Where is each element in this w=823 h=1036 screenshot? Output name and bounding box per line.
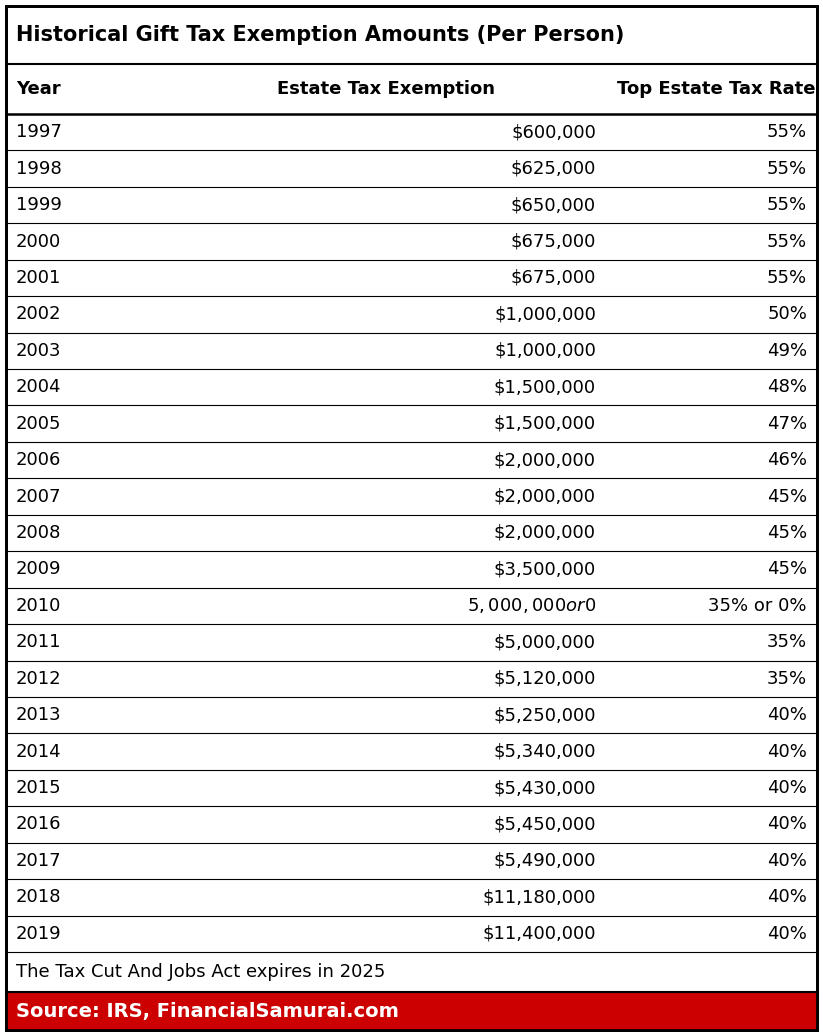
Text: 2005: 2005 [16,414,62,433]
Text: 1998: 1998 [16,160,62,177]
Text: 2001: 2001 [16,269,62,287]
Text: $5,120,000: $5,120,000 [494,669,596,688]
Text: 55%: 55% [767,123,807,141]
Text: $2,000,000: $2,000,000 [494,488,596,506]
FancyBboxPatch shape [6,6,817,1030]
Text: Source: IRS, FinancialSamurai.com: Source: IRS, FinancialSamurai.com [16,1002,399,1020]
Text: 35%: 35% [767,633,807,652]
Text: $1,500,000: $1,500,000 [494,378,596,396]
Text: 2019: 2019 [16,925,62,943]
Text: 2016: 2016 [16,815,62,834]
Text: 45%: 45% [767,524,807,542]
Text: 1997: 1997 [16,123,62,141]
Text: 2017: 2017 [16,852,62,870]
Text: 40%: 40% [767,779,807,797]
Text: 47%: 47% [767,414,807,433]
Text: 2002: 2002 [16,306,62,323]
Text: 45%: 45% [767,488,807,506]
Text: 2012: 2012 [16,669,62,688]
Text: 2000: 2000 [16,232,61,251]
Text: 2009: 2009 [16,560,62,578]
Text: $11,180,000: $11,180,000 [482,888,596,906]
Text: 2011: 2011 [16,633,62,652]
Text: 40%: 40% [767,852,807,870]
Text: 40%: 40% [767,743,807,760]
Text: $1,500,000: $1,500,000 [494,414,596,433]
Text: 46%: 46% [767,451,807,469]
Text: 2003: 2003 [16,342,62,359]
Text: $1,000,000: $1,000,000 [494,342,596,359]
Text: 40%: 40% [767,707,807,724]
Text: $5,490,000: $5,490,000 [494,852,596,870]
Text: 2006: 2006 [16,451,62,469]
Text: 48%: 48% [767,378,807,396]
Text: 55%: 55% [767,196,807,214]
Text: 55%: 55% [767,269,807,287]
FancyBboxPatch shape [6,992,817,1030]
Text: 35% or 0%: 35% or 0% [709,597,807,615]
Text: $1,000,000: $1,000,000 [494,306,596,323]
Text: $675,000: $675,000 [510,232,596,251]
Text: $11,400,000: $11,400,000 [482,925,596,943]
Text: 2004: 2004 [16,378,62,396]
Text: 1999: 1999 [16,196,62,214]
Text: 2015: 2015 [16,779,62,797]
Text: 2010: 2010 [16,597,62,615]
Text: Top Estate Tax Rate: Top Estate Tax Rate [617,80,816,98]
Text: 2013: 2013 [16,707,62,724]
Text: 55%: 55% [767,160,807,177]
Text: $650,000: $650,000 [511,196,596,214]
Text: $5,000,000: $5,000,000 [494,633,596,652]
Text: $5,430,000: $5,430,000 [494,779,596,797]
Text: 50%: 50% [767,306,807,323]
Text: $675,000: $675,000 [510,269,596,287]
Text: $5,000,000 or $0: $5,000,000 or $0 [467,597,596,615]
Text: Historical Gift Tax Exemption Amounts (Per Person): Historical Gift Tax Exemption Amounts (P… [16,25,625,45]
Text: $625,000: $625,000 [510,160,596,177]
Text: 40%: 40% [767,815,807,834]
Text: $5,340,000: $5,340,000 [494,743,596,760]
Text: 2018: 2018 [16,888,62,906]
Text: Estate Tax Exemption: Estate Tax Exemption [277,80,495,98]
Text: $600,000: $600,000 [511,123,596,141]
Text: 2007: 2007 [16,488,62,506]
Text: $2,000,000: $2,000,000 [494,524,596,542]
Text: Year: Year [16,80,61,98]
Text: $5,250,000: $5,250,000 [494,707,596,724]
Text: 2008: 2008 [16,524,62,542]
Text: 55%: 55% [767,232,807,251]
Text: 45%: 45% [767,560,807,578]
Text: $3,500,000: $3,500,000 [494,560,596,578]
Text: 49%: 49% [767,342,807,359]
Text: $2,000,000: $2,000,000 [494,451,596,469]
Text: The Tax Cut And Jobs Act expires in 2025: The Tax Cut And Jobs Act expires in 2025 [16,963,385,981]
Text: 2014: 2014 [16,743,62,760]
Text: 40%: 40% [767,888,807,906]
Text: $5,450,000: $5,450,000 [494,815,596,834]
Text: 40%: 40% [767,925,807,943]
Text: 35%: 35% [767,669,807,688]
